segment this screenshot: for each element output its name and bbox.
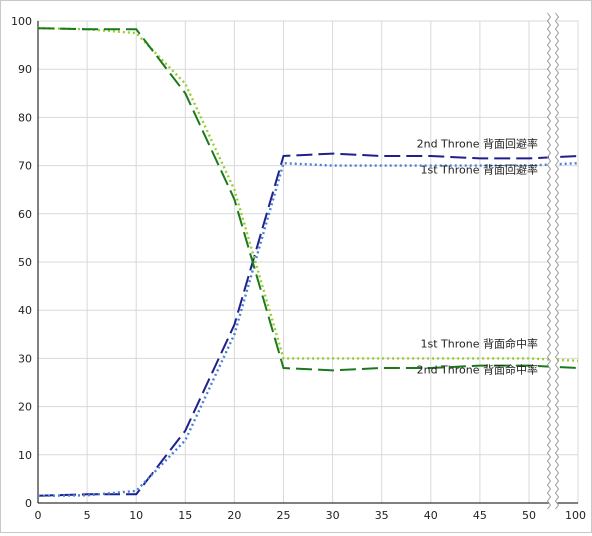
- x-tick-label: 40: [424, 509, 438, 522]
- y-tick-label: 50: [18, 256, 32, 269]
- series-line-3: [37, 27, 579, 362]
- x-tick-label: 15: [178, 509, 192, 522]
- y-tick-label: 20: [18, 401, 32, 414]
- series-group: [37, 27, 579, 497]
- series-labels: 2nd Throne 背面回避率 1st Throne 背面回避率 1st Thro…: [417, 136, 538, 376]
- grid: [37, 20, 579, 504]
- axis-break-marker: [546, 12, 560, 511]
- x-tick-label: 100: [565, 509, 586, 522]
- series-label-3: 1st Throne 背面命中率: [421, 336, 538, 350]
- y-tick-label: 80: [18, 111, 32, 124]
- series-label-1: 2nd Throne 背面回避率: [417, 136, 538, 150]
- series-label-2: 1st Throne 背面回避率: [421, 163, 538, 177]
- y-tick-label: 60: [18, 208, 32, 221]
- x-tick-label: 50: [522, 509, 536, 522]
- y-tick-label: 100: [11, 15, 32, 28]
- series-line-4: [37, 27, 579, 372]
- axis-break-gap: [549, 13, 557, 511]
- axis-break-line: [546, 12, 552, 510]
- series-line-2: [37, 161, 579, 497]
- x-tick-label: 10: [129, 509, 143, 522]
- y-tick-label: 10: [18, 449, 32, 462]
- x-tick-label: 20: [227, 509, 241, 522]
- y-tick-label: 0: [25, 497, 32, 510]
- series-line-1: [37, 152, 579, 497]
- x-tick-label: 35: [375, 509, 389, 522]
- x-tick-label: 5: [84, 509, 91, 522]
- x-tick-label: 30: [326, 509, 340, 522]
- axes: 0 10 20 30 40 50 60 70 80 90 100 0 5 10 15 20 25 30 35 40 45…: [11, 15, 586, 522]
- axis-break-line: [554, 12, 560, 510]
- y-tick-label: 90: [18, 63, 32, 76]
- x-tick-label: 45: [473, 509, 487, 522]
- y-tick-label: 70: [18, 160, 32, 173]
- y-tick-label: 30: [18, 352, 32, 365]
- x-tick-label: 0: [35, 509, 42, 522]
- x-tick-label: 25: [277, 509, 291, 522]
- series-label-4: 2nd Throne 背面命中率: [417, 363, 538, 377]
- y-tick-label: 40: [18, 304, 32, 317]
